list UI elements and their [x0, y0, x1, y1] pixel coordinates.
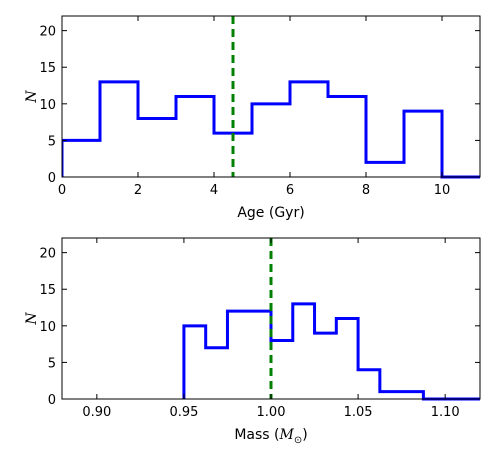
- age-y-tick-label: 0: [48, 171, 56, 186]
- age-x-tick-label: 6: [286, 183, 294, 198]
- age-histogram-panel: 0 2 4 6 8 10 0 5 10 15 20 Age (Gyr) N: [24, 15, 481, 221]
- mass-histogram-bin: [249, 311, 271, 399]
- age-plot-frame: [61, 15, 481, 178]
- age-x-tick-label: 2: [134, 183, 142, 198]
- age-histogram-bin: [100, 82, 138, 177]
- age-y-tick-label: 5: [48, 134, 56, 149]
- mass-x-label-text: Mass (: [234, 427, 279, 443]
- age-x-tick-label: 4: [210, 183, 218, 198]
- age-histogram-bin: [366, 162, 404, 177]
- age-x-tick-label: 10: [434, 183, 451, 198]
- age-y-tick-label: 20: [39, 25, 56, 40]
- mass-histogram-bin: [227, 311, 249, 399]
- mass-histogram-series: [182, 302, 480, 401]
- age-y-tick-label: 10: [39, 98, 56, 113]
- mass-y-ticks: 0 5 10 15 20: [39, 247, 480, 408]
- age-y-tick-label: 15: [39, 61, 56, 76]
- mass-y-tick-label: 10: [39, 320, 56, 335]
- mass-histogram-bin: [293, 304, 315, 399]
- age-y-ticks: 0 5 10 15 20: [39, 25, 480, 186]
- mass-x-axis-label: Mass (M⊙): [234, 427, 307, 446]
- age-x-ticks: 0 2 4 6 8 10: [58, 16, 450, 198]
- age-histogram-bin: [290, 82, 328, 177]
- mass-y-tick-label: 5: [48, 356, 56, 371]
- mass-histogram-bin: [206, 348, 228, 399]
- age-x-tick-label: 0: [58, 183, 66, 198]
- mass-histogram-bin: [358, 370, 380, 399]
- age-histogram-bin: [328, 97, 366, 178]
- age-histogram-series: [62, 80, 480, 179]
- mass-histogram-outline: [182, 302, 480, 401]
- mass-x-tick-label: 1.05: [344, 405, 373, 420]
- mass-x-label-close: ): [302, 427, 307, 443]
- mass-y-axis-label: N: [24, 312, 40, 326]
- age-histogram-outline: [62, 80, 480, 179]
- mass-x-tick-label: 0.95: [169, 405, 198, 420]
- age-histogram-bin: [404, 111, 442, 177]
- mass-x-label-subscript: ⊙: [294, 435, 302, 446]
- mass-histogram-bin: [336, 319, 358, 400]
- mass-histogram-bin: [315, 333, 337, 399]
- age-x-axis-label: Age (Gyr): [237, 205, 304, 221]
- mass-histogram-bin: [271, 340, 293, 399]
- age-histogram-bin: [176, 97, 214, 178]
- age-histogram-bin: [138, 118, 176, 177]
- mass-x-tick-label: 1.10: [431, 405, 460, 420]
- mass-histogram-bin: [184, 326, 206, 399]
- mass-y-tick-label: 0: [48, 393, 56, 408]
- mass-x-label-symbol: M: [278, 427, 294, 443]
- mass-x-tick-label: 1.00: [257, 405, 286, 420]
- age-x-tick-label: 8: [362, 183, 370, 198]
- age-y-axis-label: N: [24, 90, 40, 104]
- mass-y-tick-label: 20: [39, 247, 56, 262]
- mass-x-tick-label: 0.90: [82, 405, 111, 420]
- mass-y-tick-label: 15: [39, 283, 56, 298]
- age-histogram-bin: [62, 140, 100, 177]
- age-histogram-bin: [252, 104, 290, 177]
- mass-x-ticks: 0.90 0.95 1.00 1.05 1.10: [82, 238, 460, 420]
